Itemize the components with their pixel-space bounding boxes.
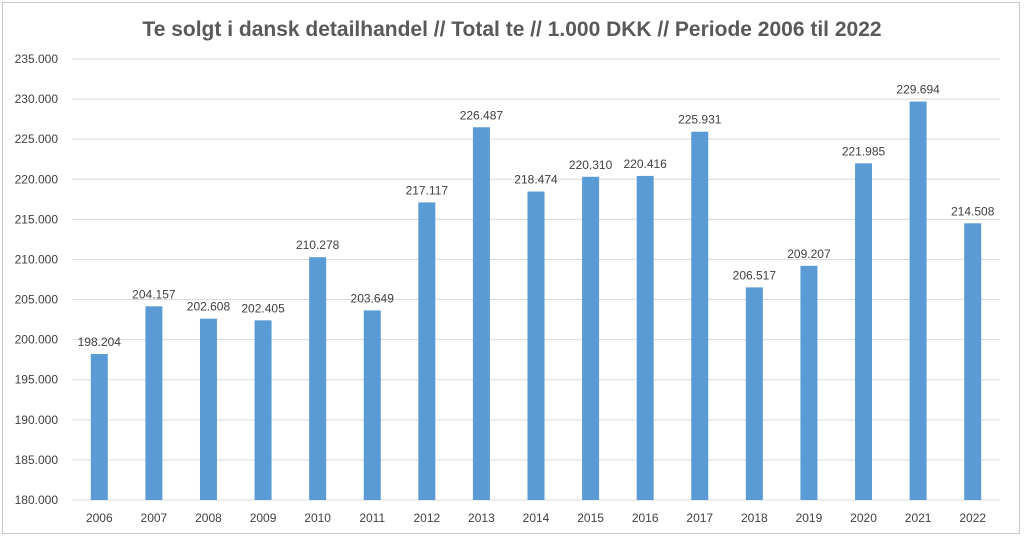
bar	[145, 306, 163, 500]
data-label: 226.487	[460, 108, 504, 122]
data-label: 229.694	[896, 83, 940, 97]
bar	[418, 202, 436, 500]
x-tick-label: 2008	[195, 511, 222, 525]
bar	[855, 163, 873, 501]
bar	[745, 287, 763, 500]
x-tick-label: 2019	[796, 511, 823, 525]
bar	[691, 131, 709, 500]
data-label: 209.207	[787, 247, 831, 261]
y-tick-label: 205.000	[15, 293, 59, 307]
data-label: 220.310	[569, 158, 613, 172]
x-tick-label: 2020	[850, 511, 877, 525]
data-label: 204.157	[132, 287, 176, 301]
data-label: 198.204	[78, 335, 122, 349]
x-tick-label: 2018	[741, 511, 768, 525]
y-tick-label: 185.000	[15, 453, 59, 467]
bar	[582, 176, 600, 500]
bar	[800, 265, 818, 500]
x-tick-label: 2014	[523, 511, 550, 525]
x-tick-label: 2013	[468, 511, 495, 525]
y-tick-label: 200.000	[15, 333, 59, 347]
y-tick-label: 230.000	[15, 92, 59, 106]
y-tick-label: 215.000	[15, 212, 59, 226]
data-label: 217.117	[406, 183, 449, 197]
y-tick-label: 195.000	[15, 373, 59, 387]
bar	[363, 310, 381, 500]
x-tick-label: 2022	[959, 511, 986, 525]
bar	[309, 257, 327, 500]
x-tick-label: 2015	[577, 511, 604, 525]
y-tick-label: 220.000	[15, 172, 59, 186]
data-label: 202.608	[187, 300, 231, 314]
bar	[636, 175, 654, 500]
data-label: 220.416	[623, 157, 667, 171]
data-labels: 198.204 204.157 202.608 202.405 210.278 203.6…	[78, 83, 995, 349]
x-tick-label: 2021	[905, 511, 932, 525]
bar	[90, 354, 108, 500]
bar	[472, 127, 490, 500]
data-label: 203.649	[351, 291, 395, 305]
bar	[909, 101, 927, 501]
y-tick-label: 210.000	[15, 252, 59, 266]
data-label: 225.931	[678, 113, 722, 127]
data-label: 202.405	[241, 301, 285, 315]
bar	[527, 191, 545, 500]
chart-title: Te solgt i dansk detailhandel // Total t…	[142, 18, 882, 41]
bar	[964, 223, 982, 500]
y-axis: 180.000 185.000 190.000 195.000 200.000 205.0…	[15, 52, 59, 507]
y-tick-label: 190.000	[15, 413, 59, 427]
data-label: 206.517	[733, 268, 777, 282]
x-tick-label: 2011	[359, 511, 385, 525]
x-tick-label: 2016	[632, 511, 659, 525]
x-tick-label: 2012	[413, 511, 440, 525]
y-tick-label: 225.000	[15, 132, 59, 146]
y-tick-label: 180.000	[15, 493, 59, 507]
bars	[90, 101, 982, 501]
data-label: 214.508	[951, 204, 995, 218]
x-tick-label: 2007	[141, 511, 168, 525]
x-tick-label: 2006	[86, 511, 113, 525]
x-tick-label: 2010	[304, 511, 331, 525]
data-label: 221.985	[842, 144, 886, 158]
x-axis: 2006 2007 2008 2009 2010 2011 2012 2013 2014 2015…	[86, 511, 986, 525]
data-label: 218.474	[514, 173, 558, 187]
data-label: 210.278	[296, 238, 340, 252]
x-tick-label: 2009	[250, 511, 277, 525]
y-tick-label: 235.000	[15, 52, 59, 66]
bar	[254, 320, 272, 500]
bar	[199, 318, 217, 500]
x-tick-label: 2017	[686, 511, 713, 525]
